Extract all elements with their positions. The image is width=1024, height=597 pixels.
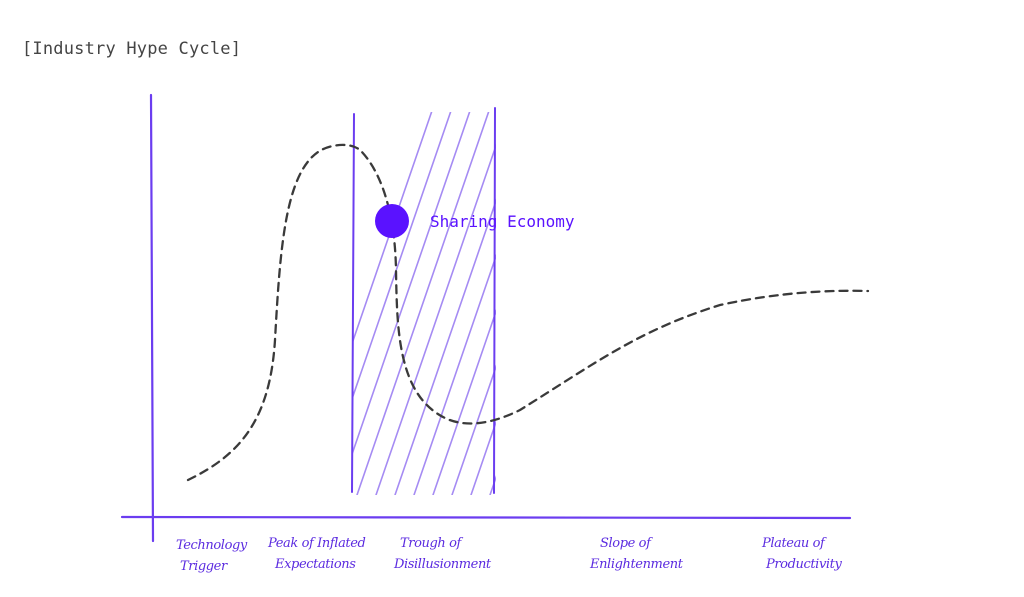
page-title: [Industry Hype Cycle] <box>22 39 242 59</box>
hatch-line <box>353 112 433 344</box>
x-axis <box>120 515 852 520</box>
hatch-line <box>432 309 496 495</box>
hatch-line <box>356 112 490 495</box>
phase-label-line2: Productivity <box>765 557 842 572</box>
hatch-line <box>489 475 496 495</box>
hatch-line <box>353 112 452 399</box>
phase-label-line2: Disillusionment <box>393 557 492 572</box>
hatch-line <box>585 102 720 495</box>
phase-label-slope-of-enlightenment: Slope of Enlightenment <box>589 536 684 572</box>
phase-label-peak-of-inflated-expectations: Peak of Inflated Expectations <box>267 536 366 572</box>
hatch-line <box>604 102 739 495</box>
hatch-line <box>680 102 815 495</box>
hatch-line <box>661 102 796 495</box>
hatch-line <box>699 102 834 495</box>
trough-left-border <box>351 113 355 493</box>
trough-hatched-region <box>351 102 834 495</box>
phase-label-line2: Expectations <box>274 557 356 572</box>
hatch-line <box>353 112 471 454</box>
hatch-line <box>375 143 496 495</box>
hatch-line <box>394 198 496 495</box>
phase-label-technology-trigger: Technology Trigger <box>176 538 248 574</box>
phase-label-plateau-of-productivity: Plateau of Productivity <box>761 536 843 572</box>
hatch-line <box>566 102 701 495</box>
phase-label-line1: Peak of Inflated <box>267 536 366 551</box>
hatch-line <box>623 102 758 495</box>
phase-label-line2: Enlightenment <box>589 557 684 572</box>
phase-label-line1: Trough of <box>400 536 464 551</box>
hype-curve <box>186 143 870 482</box>
hatch-line <box>528 102 663 495</box>
hatch-line <box>547 102 682 495</box>
phase-label-line1: Slope of <box>600 536 653 551</box>
phase-label-line1: Plateau of <box>761 536 827 551</box>
phase-label-trough-of-disillusionment: Trough of Disillusionment <box>393 536 492 572</box>
hatch-line <box>509 102 644 495</box>
marker-label: Sharing Economy <box>430 212 575 231</box>
hatch-line <box>413 253 496 495</box>
phase-label-line2: Trigger <box>180 559 228 574</box>
sharing-economy-marker[interactable]: Sharing Economy <box>375 204 575 238</box>
marker-dot[interactable] <box>375 204 409 238</box>
hatch-line <box>451 364 496 495</box>
trough-right-border <box>493 107 496 494</box>
y-axis <box>149 93 155 543</box>
phase-label-line1: Technology <box>176 538 248 553</box>
phase-labels: Technology Trigger Peak of Inflated Expe… <box>176 536 843 574</box>
